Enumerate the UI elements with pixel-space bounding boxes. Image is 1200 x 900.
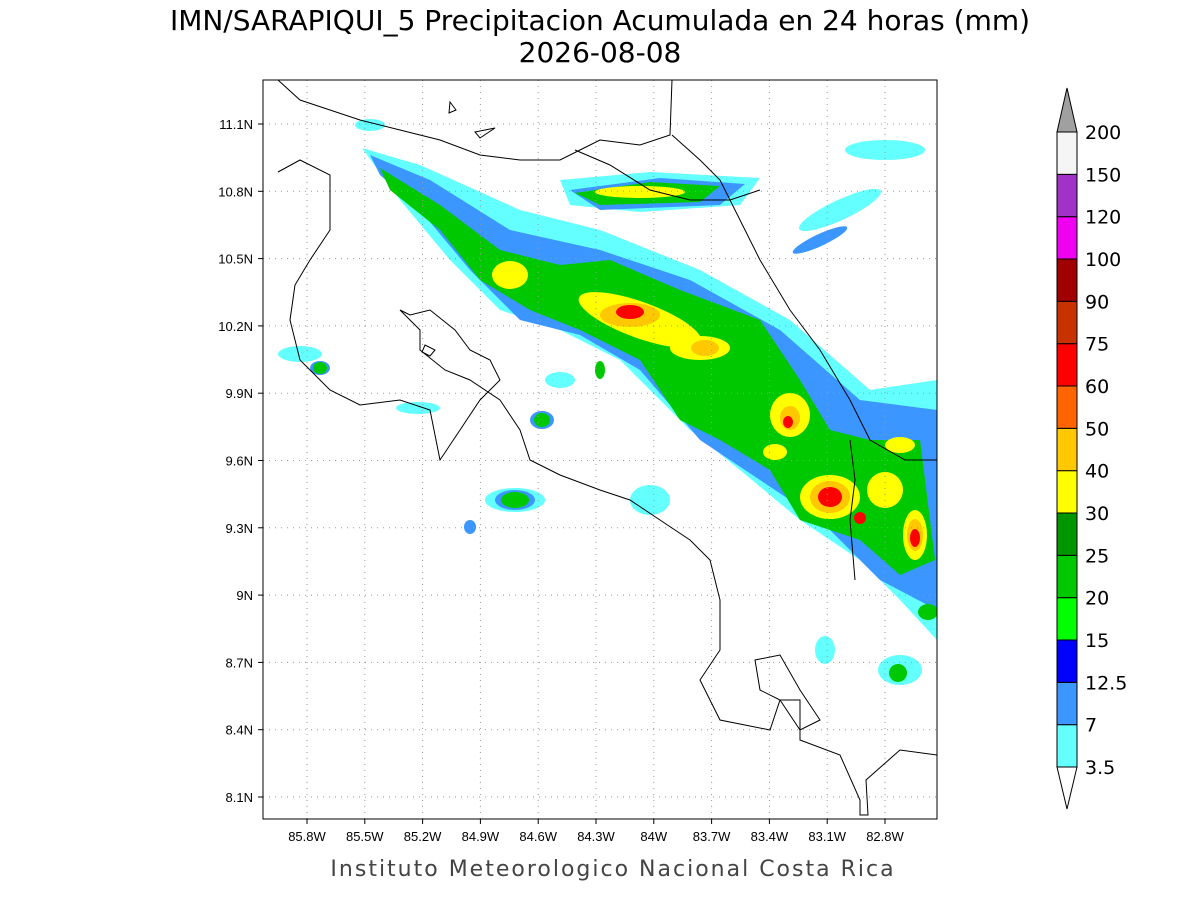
lat-label: 10.5N xyxy=(218,252,253,267)
lon-label: 85.8W xyxy=(288,829,326,844)
colorbar-label: 150 xyxy=(1085,164,1121,186)
lon-label: 84.6W xyxy=(519,829,557,844)
precip-field xyxy=(278,119,937,685)
colorbar-swatch xyxy=(1056,554,1078,599)
colorbar-swatch xyxy=(1056,131,1078,175)
colorbar-label: 75 xyxy=(1085,334,1109,356)
coastline xyxy=(277,80,937,816)
lon-label: 85.2W xyxy=(404,829,442,844)
lat-label: 8.4N xyxy=(226,723,253,738)
colorbar-swatch xyxy=(1056,597,1078,641)
map-frame xyxy=(262,79,938,820)
colorbar-label: 25 xyxy=(1085,545,1109,567)
colorbar-label: 15 xyxy=(1085,630,1109,652)
lon-label: 82.8W xyxy=(866,829,904,844)
colorbar-label: 120 xyxy=(1085,207,1121,229)
colorbar-swatch xyxy=(1056,681,1078,726)
colorbar-over xyxy=(1056,87,1078,133)
lat-label: 10.2N xyxy=(218,319,253,334)
colorbar-label: 90 xyxy=(1085,291,1109,313)
colorbar-swatch xyxy=(1056,258,1078,302)
lon-label: 83.7W xyxy=(693,829,731,844)
lat-label: 9.9N xyxy=(226,386,253,401)
colorbar-swatch xyxy=(1056,300,1078,345)
lon-label: 84.3W xyxy=(577,829,615,844)
colorbar-label: 60 xyxy=(1085,376,1109,398)
lon-label: 85.5W xyxy=(346,829,384,844)
colorbar-swatch xyxy=(1056,512,1078,556)
colorbar-label: 20 xyxy=(1085,588,1109,610)
colorbar-swatch xyxy=(1056,639,1078,683)
colorbar-label: 200 xyxy=(1085,122,1121,144)
colorbar-swatch xyxy=(1056,216,1078,260)
colorbar-swatch xyxy=(1056,724,1078,768)
lat-label: 9.6N xyxy=(226,454,253,469)
lon-label: 83.4W xyxy=(751,829,789,844)
date: 2026-08-08 xyxy=(519,36,682,69)
lat-label: 8.1N xyxy=(226,790,253,805)
lat-label: 8.7N xyxy=(226,655,253,670)
lon-label: 83.1W xyxy=(808,829,846,844)
colorbar-swatch xyxy=(1056,470,1078,514)
colorbar-label: 40 xyxy=(1085,461,1109,483)
colorbar-swatch xyxy=(1056,427,1078,472)
colorbar-label: 12.5 xyxy=(1085,672,1127,694)
lat-label: 11.1N xyxy=(219,117,253,132)
title: IMN/SARAPIQUI_5 Precipitacion Acumulada … xyxy=(170,4,1030,37)
colorbar-swatch xyxy=(1056,173,1078,218)
grid xyxy=(263,80,937,819)
colorbar-label: 100 xyxy=(1085,249,1121,271)
colorbar-label: 50 xyxy=(1085,418,1109,440)
lon-label: 84W xyxy=(640,829,667,844)
lat-label: 9N xyxy=(236,588,253,603)
colorbar-label: 3.5 xyxy=(1085,757,1115,779)
colorbar: 3.5 7 12.5 15 20 25 30 40 50 60 75 90 100 120 150 200 xyxy=(1056,87,1127,810)
colorbar-under xyxy=(1056,766,1078,810)
colorbar-label: 30 xyxy=(1085,503,1109,525)
lat-label: 10.8N xyxy=(218,184,253,199)
colorbar-swatch xyxy=(1056,343,1078,387)
rain-red xyxy=(616,305,920,547)
lat-label: 9.3N xyxy=(226,521,253,536)
footer: Instituto Meteorologico Nacional Costa R… xyxy=(330,857,895,882)
colorbar-label: 7 xyxy=(1085,715,1097,737)
colorbar-swatch xyxy=(1056,385,1078,429)
lon-label: 84.9W xyxy=(462,829,500,844)
